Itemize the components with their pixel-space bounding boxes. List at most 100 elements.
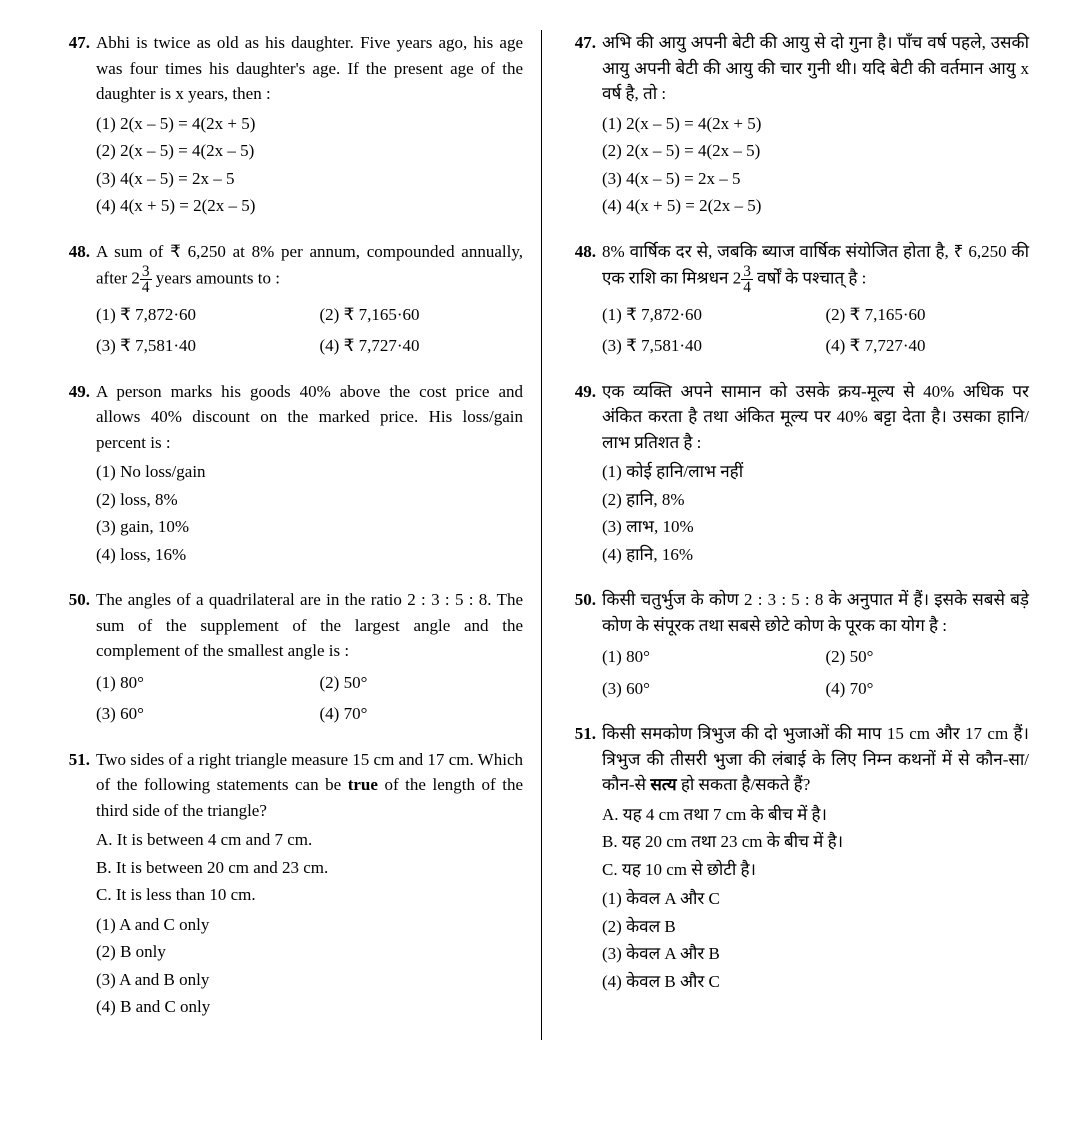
- bold-text: true: [348, 775, 378, 794]
- option-4: (4) loss, 16%: [96, 542, 523, 568]
- option-3: (3) A and B only: [96, 967, 523, 993]
- statement-b: B. यह 20 cm तथा 23 cm के बीच में है।: [602, 829, 1029, 855]
- question-body: A sum of ₹ 6,250 at 8% per annum, compou…: [96, 239, 523, 361]
- question-text: The angles of a quadrilateral are in the…: [96, 590, 523, 660]
- question-text-b: years amounts to :: [152, 269, 280, 288]
- question-51-hi: 51. किसी समकोण त्रिभुज की दो भुजाओं की म…: [560, 721, 1029, 996]
- question-body: अभि की आयु अपनी बेटी की आयु से दो गुना ह…: [602, 30, 1029, 221]
- question-body: Abhi is twice as old as his daughter. Fi…: [96, 30, 523, 221]
- option-1: (1) 80°: [96, 670, 300, 696]
- question-number: 50.: [54, 587, 96, 729]
- statement-c: C. It is less than 10 cm.: [96, 882, 523, 908]
- question-body: The angles of a quadrilateral are in the…: [96, 587, 523, 729]
- statement-a: A. यह 4 cm तथा 7 cm के बीच में है।: [602, 802, 1029, 828]
- options: (1) केवल A और C (2) केवल B (3) केवल A और…: [602, 886, 1029, 994]
- option-3: (3) 60°: [602, 676, 806, 702]
- option-3: (3) ₹ 7,581·40: [96, 333, 300, 359]
- fraction: 34: [741, 264, 753, 296]
- statement-b: B. It is between 20 cm and 23 cm.: [96, 855, 523, 881]
- question-47-en: 47. Abhi is twice as old as his daughter…: [54, 30, 523, 221]
- right-column: 47. अभि की आयु अपनी बेटी की आयु से दो गु…: [546, 30, 1043, 1040]
- option-4: (4) 70°: [320, 701, 524, 727]
- option-4: (4) केवल B और C: [602, 969, 1029, 995]
- option-2: (2) 50°: [826, 644, 1030, 670]
- option-3: (3) लाभ, 10%: [602, 514, 1029, 540]
- option-2: (2) 2(x – 5) = 4(2x – 5): [96, 138, 523, 164]
- option-1: (1) A and C only: [96, 912, 523, 938]
- question-text: अभि की आयु अपनी बेटी की आयु से दो गुना ह…: [602, 33, 1029, 103]
- question-50-hi: 50. किसी चतुर्भुज के कोण 2 : 3 : 5 : 8 क…: [560, 587, 1029, 703]
- question-number: 47.: [54, 30, 96, 221]
- question-number: 48.: [54, 239, 96, 361]
- option-3: (3) 60°: [96, 701, 300, 727]
- question-number: 47.: [560, 30, 602, 221]
- fraction: 34: [140, 264, 152, 296]
- options: (1) 2(x – 5) = 4(2x + 5) (2) 2(x – 5) = …: [96, 111, 523, 219]
- options: (1) 80° (2) 50° (3) 60° (4) 70°: [602, 642, 1029, 703]
- option-3: (3) 4(x – 5) = 2x – 5: [602, 166, 1029, 192]
- option-2: (2) loss, 8%: [96, 487, 523, 513]
- statements: A. It is between 4 cm and 7 cm. B. It is…: [96, 827, 523, 908]
- options: (1) A and C only (2) B only (3) A and B …: [96, 912, 523, 1020]
- statements: A. यह 4 cm तथा 7 cm के बीच में है। B. यह…: [602, 802, 1029, 883]
- option-2: (2) हानि, 8%: [602, 487, 1029, 513]
- question-body: A person marks his goods 40% above the c…: [96, 379, 523, 570]
- option-2: (2) 2(x – 5) = 4(2x – 5): [602, 138, 1029, 164]
- question-49-hi: 49. एक व्यक्ति अपने सामान को उसके क्रय-म…: [560, 379, 1029, 570]
- left-column: 47. Abhi is twice as old as his daughter…: [40, 30, 537, 1040]
- option-1: (1) No loss/gain: [96, 459, 523, 485]
- question-text: Abhi is twice as old as his daughter. Fi…: [96, 33, 523, 103]
- question-48-hi: 48. 8% वार्षिक दर से, जबकि ब्याज वार्षिक…: [560, 239, 1029, 361]
- option-1: (1) कोई हानि/लाभ नहीं: [602, 459, 1029, 485]
- options: (1) 2(x – 5) = 4(2x + 5) (2) 2(x – 5) = …: [602, 111, 1029, 219]
- question-text: A person marks his goods 40% above the c…: [96, 382, 523, 452]
- option-4: (4) 4(x + 5) = 2(2x – 5): [602, 193, 1029, 219]
- options: (1) कोई हानि/लाभ नहीं (2) हानि, 8% (3) ल…: [602, 459, 1029, 567]
- option-4: (4) ₹ 7,727·40: [320, 333, 524, 359]
- statement-c: C. यह 10 cm से छोटी है।: [602, 857, 1029, 883]
- option-3: (3) ₹ 7,581·40: [602, 333, 806, 359]
- option-1: (1) ₹ 7,872·60: [96, 302, 300, 328]
- question-number: 51.: [54, 747, 96, 1022]
- option-3: (3) gain, 10%: [96, 514, 523, 540]
- question-body: 8% वार्षिक दर से, जबकि ब्याज वार्षिक संय…: [602, 239, 1029, 361]
- option-2: (2) ₹ 7,165·60: [826, 302, 1030, 328]
- question-number: 49.: [54, 379, 96, 570]
- question-47-hi: 47. अभि की आयु अपनी बेटी की आयु से दो गु…: [560, 30, 1029, 221]
- option-2: (2) 50°: [320, 670, 524, 696]
- option-4: (4) B and C only: [96, 994, 523, 1020]
- option-2: (2) केवल B: [602, 914, 1029, 940]
- question-number: 49.: [560, 379, 602, 570]
- option-1: (1) 80°: [602, 644, 806, 670]
- options: (1) 80° (2) 50° (3) 60° (4) 70°: [96, 668, 523, 729]
- bold-text: सत्य: [650, 775, 676, 794]
- question-body: एक व्यक्ति अपने सामान को उसके क्रय-मूल्य…: [602, 379, 1029, 570]
- question-body: किसी समकोण त्रिभुज की दो भुजाओं की माप 1…: [602, 721, 1029, 996]
- question-50-en: 50. The angles of a quadrilateral are in…: [54, 587, 523, 729]
- question-body: Two sides of a right triangle measure 15…: [96, 747, 523, 1022]
- option-4: (4) ₹ 7,727·40: [826, 333, 1030, 359]
- question-text-b: हो सकता है/सकते हैं?: [677, 775, 811, 794]
- question-text-b: वर्षों के पश्चात् है :: [753, 269, 867, 288]
- option-3: (3) केवल A और B: [602, 941, 1029, 967]
- question-number: 50.: [560, 587, 602, 703]
- question-49-en: 49. A person marks his goods 40% above t…: [54, 379, 523, 570]
- question-number: 48.: [560, 239, 602, 361]
- question-body: किसी चतुर्भुज के कोण 2 : 3 : 5 : 8 के अन…: [602, 587, 1029, 703]
- option-1: (1) ₹ 7,872·60: [602, 302, 806, 328]
- question-number: 51.: [560, 721, 602, 996]
- option-3: (3) 4(x – 5) = 2x – 5: [96, 166, 523, 192]
- option-1: (1) 2(x – 5) = 4(2x + 5): [96, 111, 523, 137]
- option-2: (2) B only: [96, 939, 523, 965]
- page-content: 47. Abhi is twice as old as his daughter…: [40, 30, 1043, 1040]
- statement-a: A. It is between 4 cm and 7 cm.: [96, 827, 523, 853]
- option-4: (4) 70°: [826, 676, 1030, 702]
- option-1: (1) 2(x – 5) = 4(2x + 5): [602, 111, 1029, 137]
- option-4: (4) हानि, 16%: [602, 542, 1029, 568]
- option-4: (4) 4(x + 5) = 2(2x – 5): [96, 193, 523, 219]
- options: (1) No loss/gain (2) loss, 8% (3) gain, …: [96, 459, 523, 567]
- option-1: (1) केवल A और C: [602, 886, 1029, 912]
- question-text: एक व्यक्ति अपने सामान को उसके क्रय-मूल्य…: [602, 382, 1029, 452]
- question-48-en: 48. A sum of ₹ 6,250 at 8% per annum, co…: [54, 239, 523, 361]
- question-51-en: 51. Two sides of a right triangle measur…: [54, 747, 523, 1022]
